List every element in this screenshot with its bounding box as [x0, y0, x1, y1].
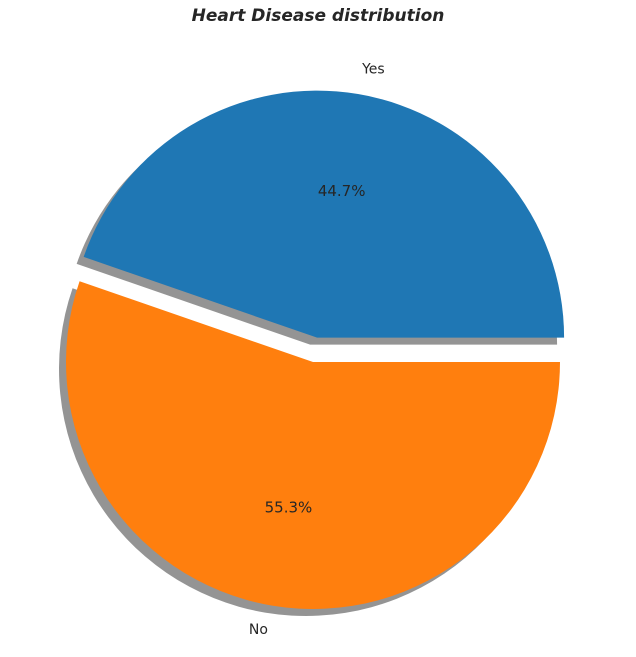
- pct-label-no: 55.3%: [265, 499, 313, 517]
- chart-title: Heart Disease distribution: [191, 6, 445, 26]
- pct-label-yes: 44.7%: [318, 182, 366, 200]
- slice-label-no: No: [249, 622, 268, 638]
- pie-slice-no: [65, 281, 561, 610]
- pie-slice-yes: [83, 90, 565, 338]
- slice-label-yes: Yes: [361, 62, 385, 78]
